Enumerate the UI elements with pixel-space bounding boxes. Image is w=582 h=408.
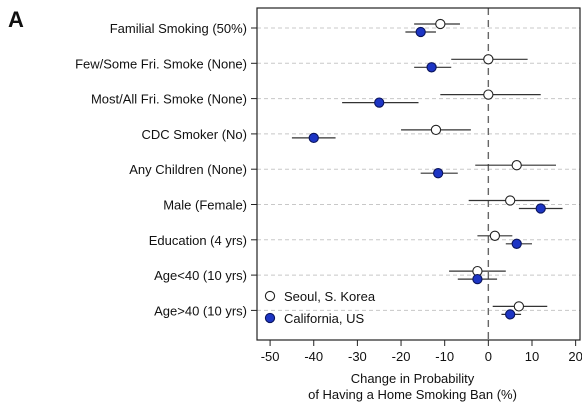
- category-labels: Familial Smoking (50%) Few/Some Fri. Smok…: [75, 21, 247, 318]
- category-label: Education (4 yrs): [149, 233, 247, 248]
- seoul-point: [511, 160, 522, 171]
- category-label: Few/Some Fri. Smoke (None): [75, 56, 247, 71]
- california-point: [415, 26, 426, 38]
- seoul-point: [489, 230, 501, 241]
- gridlines: [251, 27, 580, 311]
- category-label: Familial Smoking (50%): [110, 21, 247, 36]
- legend-marker-california: [264, 312, 276, 324]
- legend-label: Seoul, S. Korea: [284, 289, 376, 304]
- california-point: [511, 238, 522, 249]
- category-label: Age>40 (10 yrs): [154, 303, 247, 318]
- seoul-point: [513, 301, 525, 312]
- x-tick-label: -40: [304, 349, 323, 364]
- california-point: [426, 62, 437, 73]
- x-tick-label: 10: [525, 349, 539, 364]
- california-point: [472, 273, 483, 285]
- category-label: CDC Smoker (No): [142, 127, 247, 142]
- category-label: Age<40 (10 yrs): [154, 268, 247, 283]
- legend: Seoul, S. Korea California, US: [264, 289, 376, 326]
- category-label: Most/All Fri. Smoke (None): [91, 92, 247, 107]
- x-tick-label: -10: [435, 349, 454, 364]
- legend-label: California, US: [284, 311, 365, 326]
- california-point: [308, 132, 319, 144]
- category-label: Any Children (None): [129, 162, 247, 177]
- california-point: [535, 203, 546, 214]
- x-axis-title-line-2: of Having a Home Smoking Ban (%): [308, 387, 517, 402]
- x-axis-ticks: -50 -40 -30 -20 -10 0 10 20: [261, 340, 582, 364]
- seoul-point: [483, 54, 494, 65]
- point-estimates: [308, 18, 546, 320]
- seoul-point: [505, 195, 516, 206]
- legend-marker-seoul: [264, 290, 276, 302]
- seoul-point: [435, 18, 446, 30]
- plot-frame: [256, 7, 581, 341]
- panel-label: A: [8, 7, 24, 32]
- category-label: Male (Female): [163, 198, 247, 213]
- california-point: [505, 309, 516, 320]
- x-tick-label: 0: [485, 349, 492, 364]
- california-point: [374, 97, 385, 108]
- x-tick-label: -30: [348, 349, 367, 364]
- seoul-point: [430, 124, 442, 136]
- seoul-point: [483, 89, 494, 100]
- x-tick-label: 20: [568, 349, 582, 364]
- x-tick-label: -20: [392, 349, 411, 364]
- california-point: [432, 168, 444, 179]
- x-axis-title-line-1: Change in Probability: [351, 371, 475, 386]
- x-tick-label: -50: [261, 349, 280, 364]
